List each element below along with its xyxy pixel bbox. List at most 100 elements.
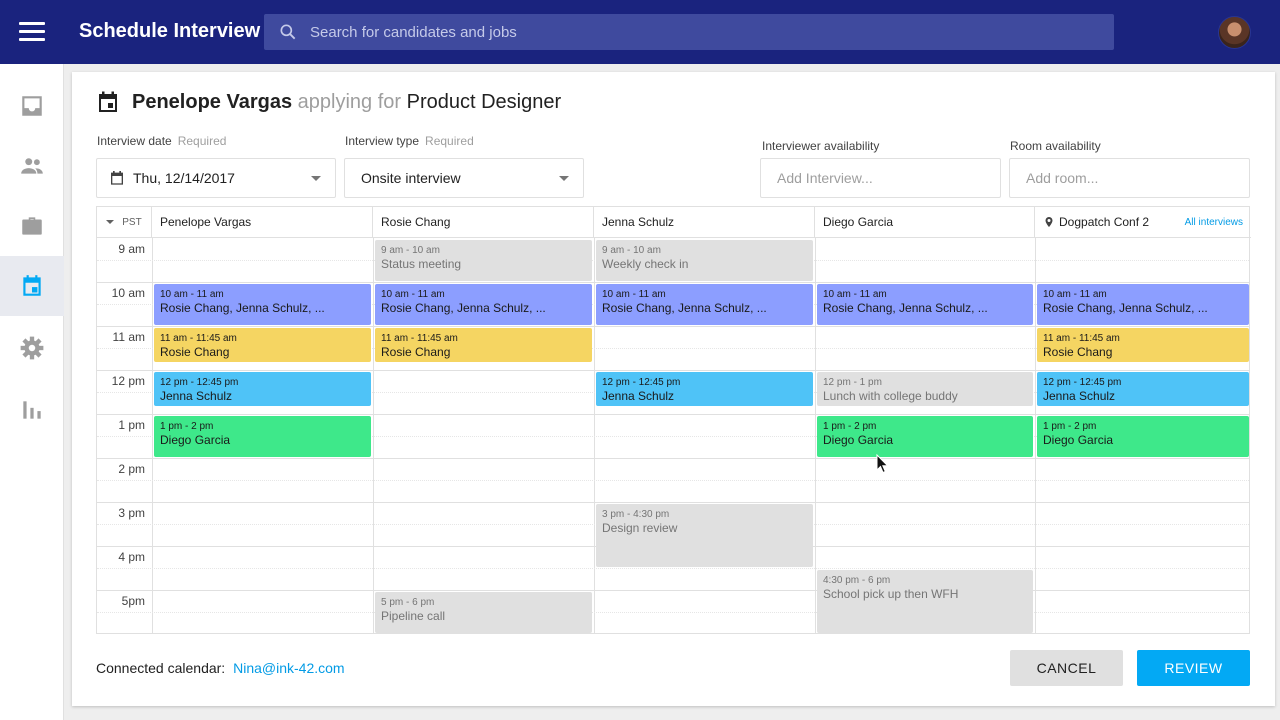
column-divider xyxy=(594,238,595,633)
calendar-event[interactable]: 10 am - 11 am Rosie Chang, Jenna Schulz, … xyxy=(154,284,371,325)
timezone-label: PST xyxy=(122,216,142,228)
avatar[interactable] xyxy=(1218,16,1251,49)
event-title: Rosie Chang xyxy=(160,345,230,359)
event-time: 12 pm - 12:45 pm xyxy=(160,377,239,388)
calendar-event[interactable]: 10 am - 11 am Rosie Chang, Jenna Schulz, … xyxy=(817,284,1033,325)
calendar-event[interactable]: 9 am - 10 am Status meeting xyxy=(375,240,592,281)
menu-icon[interactable] xyxy=(19,22,45,42)
room-field[interactable] xyxy=(1009,158,1250,198)
calendar-icon xyxy=(23,275,41,296)
people-icon xyxy=(21,158,43,174)
event-time: 10 am - 11 am xyxy=(381,289,445,300)
calendar-event[interactable]: 12 pm - 12:45 pm Jenna Schulz xyxy=(596,372,813,407)
event-time: 10 am - 11 am xyxy=(160,289,224,300)
event-title: Rosie Chang xyxy=(381,345,451,359)
calendar-event[interactable]: 11 am - 11:45 am Rosie Chang xyxy=(1037,328,1249,363)
sidebar-item-settings[interactable] xyxy=(0,318,64,378)
cancel-button[interactable]: CANCEL xyxy=(1010,650,1123,686)
calendar-event[interactable]: 12 pm - 12:45 pm Jenna Schulz xyxy=(1037,372,1249,407)
sidebar-item-inbox[interactable] xyxy=(0,76,64,136)
calendar-event[interactable]: 5 pm - 6 pm Pipeline call xyxy=(375,592,592,633)
event-time: 12 pm - 12:45 pm xyxy=(602,377,681,388)
interview-type-label-text: Interview type xyxy=(345,134,420,148)
all-interviews-link[interactable]: All interviews xyxy=(1184,216,1243,228)
app-bar: Schedule Interview xyxy=(0,0,1280,64)
page-title: Penelope Vargas applying for Product Des… xyxy=(96,90,561,114)
event-time: 12 pm - 1 pm xyxy=(823,377,882,388)
search-input[interactable] xyxy=(310,14,1090,50)
event-title: School pick up then WFH xyxy=(823,587,959,601)
column-header: Jenna Schulz xyxy=(594,207,815,238)
hour-divider xyxy=(97,502,1249,503)
calendar-event[interactable]: 10 am - 11 am Rosie Chang, Jenna Schulz, … xyxy=(375,284,592,325)
event-time: 12 pm - 12:45 pm xyxy=(1043,377,1122,388)
hour-divider xyxy=(97,326,1249,327)
hour-divider xyxy=(97,458,1249,459)
event-time: 11 am - 11:45 am xyxy=(160,333,237,344)
sidebar-item-calendar[interactable] xyxy=(0,256,64,316)
calendar-event[interactable]: 10 am - 11 am Rosie Chang, Jenna Schulz, … xyxy=(596,284,813,325)
calendar-event[interactable]: 1 pm - 2 pm Diego Garcia xyxy=(154,416,371,457)
column-header-label: Rosie Chang xyxy=(381,215,451,229)
sidebar-item-reports[interactable] xyxy=(0,380,64,440)
required-hint: Required xyxy=(425,134,474,148)
interview-type-select[interactable]: Onsite interview xyxy=(344,158,584,198)
event-time: 5 pm - 6 pm xyxy=(381,597,435,608)
gear-icon xyxy=(20,336,44,360)
search-bar[interactable] xyxy=(264,14,1114,50)
column-divider xyxy=(152,238,153,633)
event-time: 3 pm - 4:30 pm xyxy=(602,509,670,520)
calendar-event[interactable]: 1 pm - 2 pm Diego Garcia xyxy=(1037,416,1249,457)
calendar-event[interactable]: 1 pm - 2 pm Diego Garcia xyxy=(817,416,1033,457)
time-label: 1 pm xyxy=(118,418,145,432)
half-hour-divider xyxy=(97,348,1249,349)
interview-date-select[interactable]: Thu, 12/14/2017 xyxy=(96,158,336,198)
event-title: Rosie Chang, Jenna Schulz, ... xyxy=(160,301,325,315)
hour-divider xyxy=(97,590,1249,591)
briefcase-icon xyxy=(22,217,42,235)
interviewer-availability-label: Interviewer availability xyxy=(762,139,880,153)
sidebar-item-people[interactable] xyxy=(0,136,64,196)
event-title: Lunch with college buddy xyxy=(823,389,958,403)
time-label: 9 am xyxy=(118,242,145,256)
time-label: 11 am xyxy=(112,330,145,344)
interviewer-input[interactable] xyxy=(761,159,1000,197)
calendar-event[interactable]: 9 am - 10 am Weekly check in xyxy=(596,240,813,281)
event-time: 4:30 pm - 6 pm xyxy=(823,575,891,586)
calendar-event[interactable]: 12 pm - 12:45 pm Jenna Schulz xyxy=(154,372,371,407)
event-title: Weekly check in xyxy=(602,257,689,271)
half-hour-divider xyxy=(97,568,1249,569)
interview-type-value: Onsite interview xyxy=(361,170,461,186)
timezone-selector[interactable]: PST xyxy=(97,207,152,238)
chevron-down-icon xyxy=(559,176,569,181)
event-title: Diego Garcia xyxy=(160,433,231,447)
event-time: 11 am - 11:45 am xyxy=(1043,333,1120,344)
room-input[interactable] xyxy=(1010,159,1249,197)
app-title: Schedule Interview xyxy=(79,20,261,42)
connected-calendar: Connected calendar: Nina@ink-42.com xyxy=(96,660,345,676)
calendar-event[interactable]: 3 pm - 4:30 pm Design review xyxy=(596,504,813,567)
heading-connector: applying for xyxy=(297,90,402,113)
calendar-email-link[interactable]: Nina@ink-42.com xyxy=(233,660,345,676)
event-time: 1 pm - 2 pm xyxy=(823,421,877,432)
hour-divider xyxy=(97,414,1249,415)
event-time: 9 am - 10 am xyxy=(602,245,661,256)
column-header-label: Penelope Vargas xyxy=(160,215,252,229)
event-title: Rosie Chang, Jenna Schulz, ... xyxy=(602,301,767,315)
room-availability-label: Room availability xyxy=(1010,139,1101,153)
event-title: Jenna Schulz xyxy=(160,389,233,403)
calendar-event[interactable]: 12 pm - 1 pm Lunch with college buddy xyxy=(817,372,1033,407)
interview-date-value: Thu, 12/14/2017 xyxy=(133,170,235,186)
calendar-event[interactable]: 11 am - 11:45 am Rosie Chang xyxy=(375,328,592,363)
calendar-event[interactable]: 4:30 pm - 6 pm School pick up then WFH xyxy=(817,570,1033,633)
event-title: Rosie Chang, Jenna Schulz, ... xyxy=(823,301,988,315)
interviewer-field[interactable] xyxy=(760,158,1001,198)
calendar-event[interactable]: 10 am - 11 am Rosie Chang, Jenna Schulz, … xyxy=(1037,284,1249,325)
search-icon xyxy=(280,24,296,40)
interview-date-label-text: Interview date xyxy=(97,134,172,148)
mouse-cursor-icon xyxy=(876,454,889,474)
calendar-event[interactable]: 11 am - 11:45 am Rosie Chang xyxy=(154,328,371,363)
review-button[interactable]: REVIEW xyxy=(1137,650,1250,686)
column-header-label: Diego Garcia xyxy=(823,215,894,229)
sidebar-item-jobs[interactable] xyxy=(0,196,64,256)
